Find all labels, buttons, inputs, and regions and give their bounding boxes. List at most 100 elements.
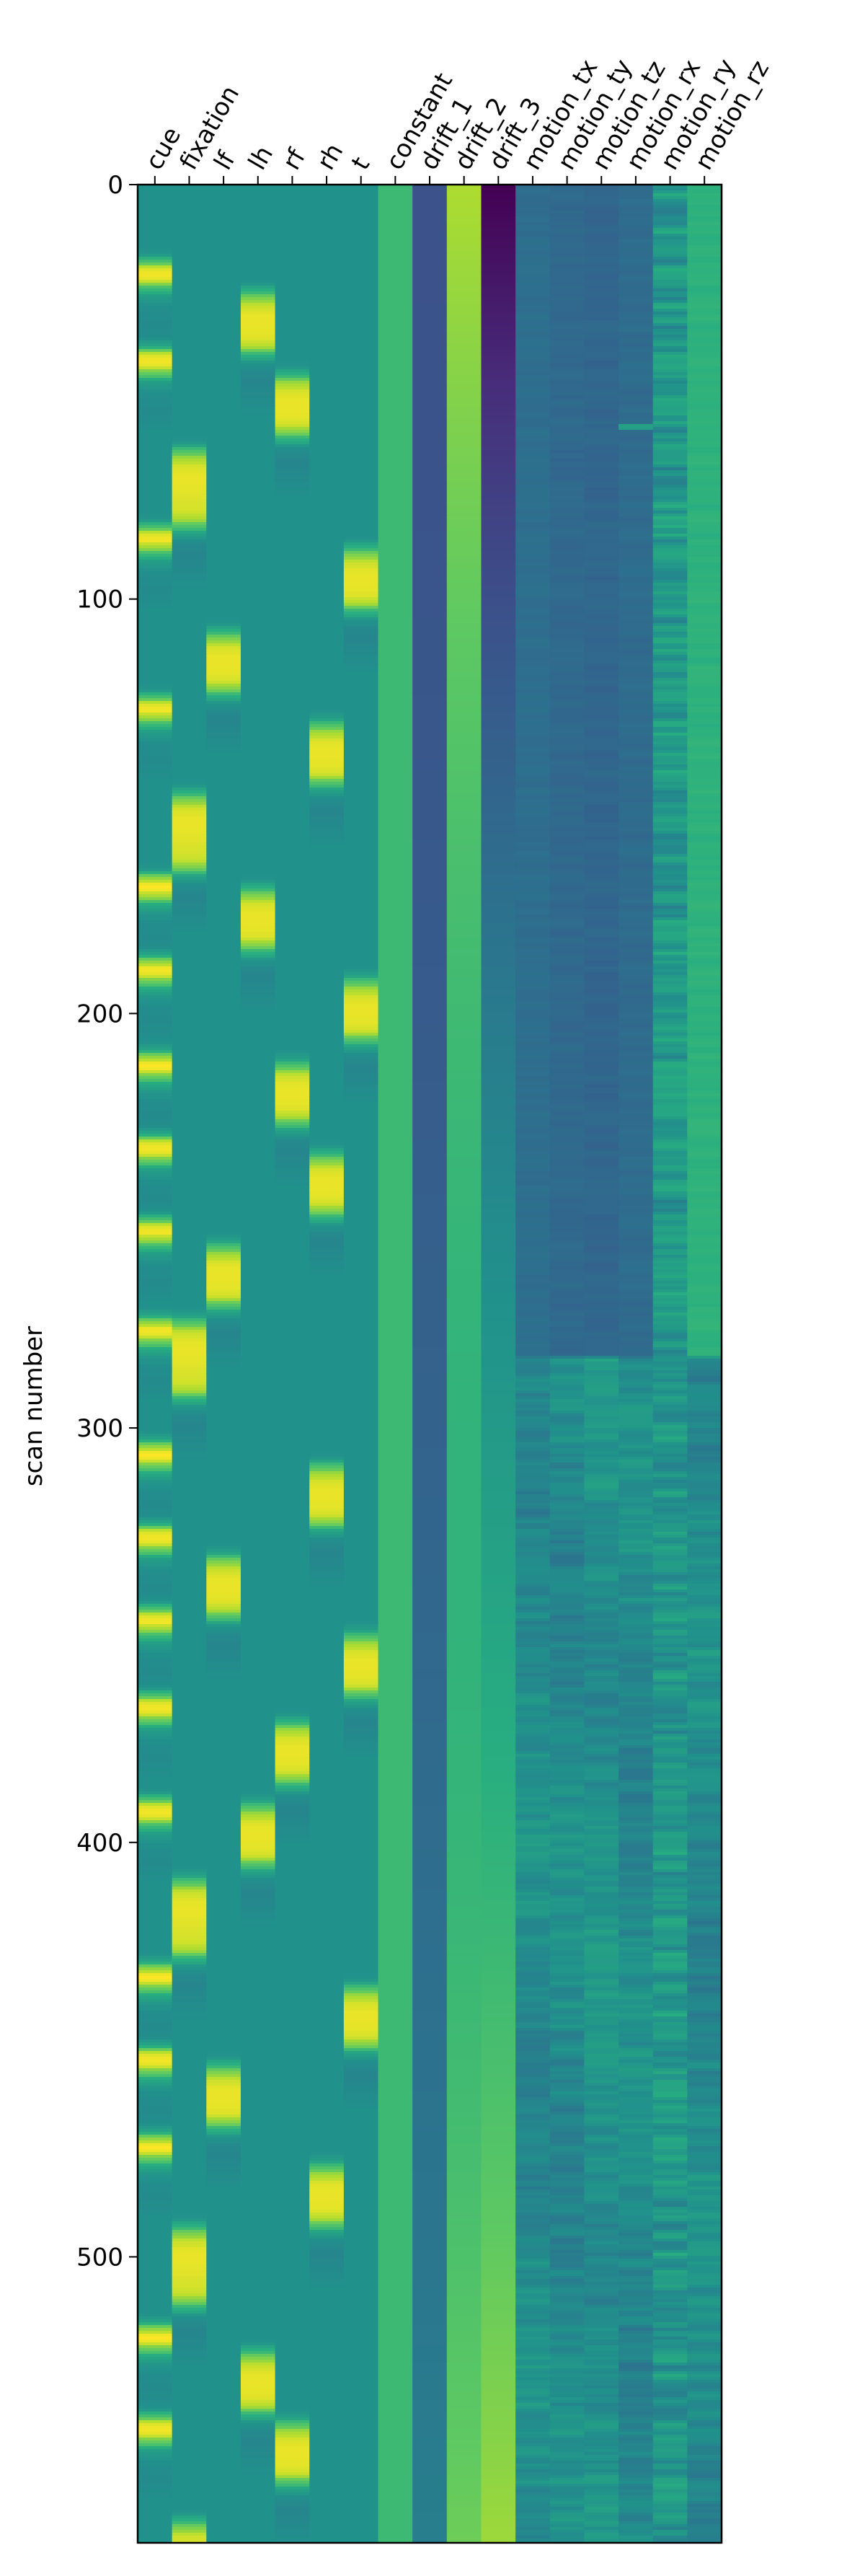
heatmap-cell-rh — [309, 1601, 345, 1605]
heatmap-cell-rh — [309, 1615, 345, 1619]
heatmap-cell-lf — [206, 436, 241, 439]
heatmap-cell-lh — [240, 343, 276, 347]
heatmap-cell-rf — [275, 1324, 310, 1328]
heatmap-cell-fixation — [172, 525, 207, 529]
heatmap-cell-cue — [138, 2100, 173, 2104]
heatmap-cell-rf — [275, 1982, 310, 1985]
heatmap-cell-rh — [309, 984, 345, 987]
heatmap-cell-lh — [240, 2112, 276, 2115]
heatmap-cell-cue — [138, 620, 173, 624]
heatmap-cell-rf — [275, 614, 310, 618]
heatmap-cell-rh — [309, 2342, 345, 2346]
heatmap-cell-rh — [309, 1356, 345, 1359]
heatmap-cell-lf — [206, 303, 241, 306]
heatmap-cell-lf — [206, 1728, 241, 1732]
heatmap-cell-fixation — [172, 447, 207, 451]
heatmap-cell-lf — [206, 2042, 241, 2046]
heatmap-cell-rh — [309, 796, 345, 800]
heatmap-cell-rh — [309, 2432, 345, 2435]
heatmap-cell-lh — [240, 1800, 276, 1804]
heatmap-cell-fixation — [172, 436, 207, 439]
heatmap-cell-cue — [138, 1604, 173, 1607]
heatmap-cell-rf — [275, 1491, 310, 1495]
heatmap-cell-rh — [309, 1739, 345, 1743]
heatmap-cell-rh — [309, 1454, 345, 1457]
heatmap-cell-rh — [309, 1128, 345, 1132]
heatmap-cell-rf — [275, 574, 310, 578]
heatmap-cell-lh — [240, 2273, 276, 2277]
heatmap-cell-rh — [309, 2172, 345, 2176]
heatmap-cell-cue — [138, 609, 173, 612]
heatmap-cell-lh — [240, 2262, 276, 2265]
heatmap-cell-rf — [275, 2267, 310, 2271]
heatmap-cell-rf — [275, 1872, 310, 1876]
heatmap-cell-lf — [206, 750, 241, 754]
heatmap-cell-cue — [138, 940, 173, 944]
heatmap-cell-lh — [240, 1664, 276, 1668]
heatmap-cell-fixation — [172, 1915, 207, 1919]
heatmap-cell-rf — [275, 473, 310, 477]
heatmap-cell-rh — [309, 199, 345, 203]
heatmap-cell-rf — [275, 2022, 310, 2026]
heatmap-cell-cue — [138, 1812, 173, 1815]
heatmap-cell-rf — [275, 799, 310, 803]
heatmap-cell-cue — [138, 496, 173, 500]
heatmap-cell-rh — [309, 1566, 345, 1570]
heatmap-cell-fixation — [172, 407, 207, 410]
heatmap-cell-rf — [275, 1304, 310, 1307]
heatmap-cell-lh — [240, 860, 276, 863]
heatmap-cell-fixation — [172, 1734, 207, 1737]
heatmap-cell-t — [343, 257, 379, 260]
heatmap-cell-rf — [275, 632, 310, 635]
heatmap-cell-lh — [240, 571, 276, 575]
heatmap-cell-lh — [240, 2008, 276, 2011]
heatmap-cell-fixation — [172, 756, 207, 759]
heatmap-cell-lf — [206, 958, 241, 961]
heatmap-cell-rh — [309, 1956, 345, 1959]
heatmap-cell-fixation — [172, 2195, 207, 2199]
heatmap-cell-lf — [206, 2103, 241, 2107]
heatmap-cell-rf — [275, 1500, 310, 1504]
heatmap-cell-rh — [309, 597, 345, 601]
heatmap-cell-rf — [275, 372, 310, 376]
heatmap-cell-lf — [206, 2034, 241, 2037]
heatmap-cell-rh — [309, 375, 345, 379]
heatmap-cell-rf — [275, 1171, 310, 1175]
heatmap-cell-rf — [275, 260, 310, 263]
heatmap-cell-rh — [309, 1448, 345, 1452]
heatmap-cell-lf — [206, 1044, 241, 1048]
heatmap-cell-rf — [275, 1269, 310, 1273]
heatmap-cell-cue — [138, 237, 173, 240]
heatmap-cell-rh — [309, 764, 345, 768]
heatmap-cell-rh — [309, 689, 345, 693]
heatmap-cell-lh — [240, 1930, 276, 1933]
heatmap-cell-lh — [240, 1160, 276, 1163]
heatmap-cell-rf — [275, 554, 310, 557]
heatmap-cell-rf — [275, 511, 310, 514]
heatmap-cell-rh — [309, 1013, 345, 1016]
heatmap-cell-rh — [309, 932, 345, 935]
heatmap-cell-rf — [275, 1549, 310, 1553]
heatmap-cell-t — [343, 274, 379, 278]
heatmap-cell-lf — [206, 1783, 241, 1786]
heatmap-cell-rh — [309, 2039, 345, 2043]
heatmap-cell-lh — [240, 2077, 276, 2081]
heatmap-cell-lh — [240, 1454, 276, 1457]
heatmap-cell-rf — [275, 1855, 310, 1858]
heatmap-cell-cue — [138, 1563, 173, 1567]
heatmap-cell-fixation — [172, 1832, 207, 1835]
heatmap-cell-cue — [138, 2204, 173, 2207]
heatmap-cell-fixation — [172, 819, 207, 823]
heatmap-cell-cue — [138, 1690, 173, 1694]
heatmap-cell-fixation — [172, 222, 207, 226]
heatmap-cell-fixation — [172, 1263, 207, 1267]
heatmap-cell-rh — [309, 1930, 345, 1933]
heatmap-cell-cue — [138, 1881, 173, 1884]
heatmap-cell-rf — [275, 213, 310, 217]
heatmap-cell-cue — [138, 666, 173, 670]
heatmap-cell-lh — [240, 1676, 276, 1680]
heatmap-cell-rf — [275, 2288, 310, 2291]
heatmap-cell-rf — [275, 1356, 310, 1359]
heatmap-cell-lh — [240, 1209, 276, 1212]
heatmap-cell-rf — [275, 2504, 310, 2507]
